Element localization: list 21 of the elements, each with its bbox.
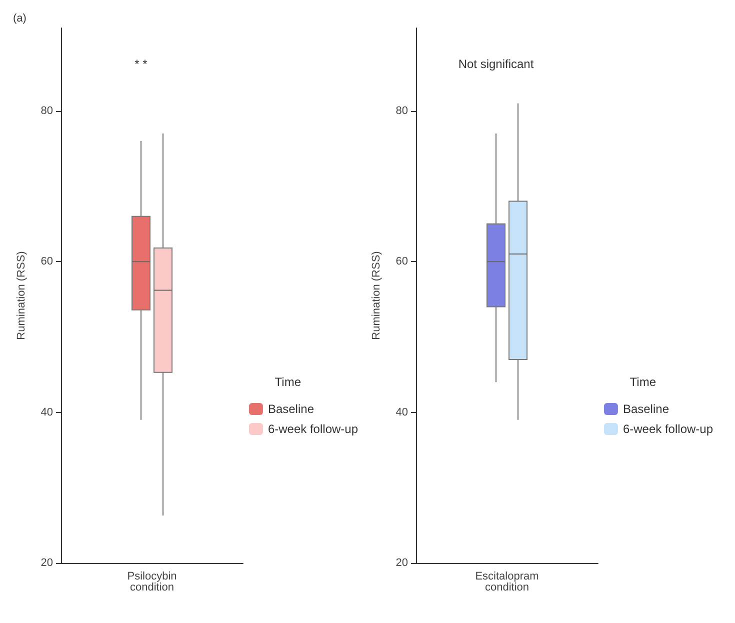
annotation: Not significant: [458, 57, 534, 71]
text: (a): [13, 12, 26, 24]
y-tick-label: 60: [396, 256, 408, 268]
y-axis-title: Rumination (RSS): [370, 251, 382, 340]
x-tick-label: Escitalopram condition: [475, 570, 539, 594]
y-tick-label: 40: [396, 406, 408, 418]
y-axis-title: Rumination (RSS): [16, 251, 28, 340]
legend-label: 6-week follow-up: [268, 422, 358, 436]
y-tick-label: 80: [40, 104, 53, 117]
legend-label: Baseline: [622, 402, 670, 416]
y-tick-label: 60: [40, 256, 53, 268]
legend-title: Time: [630, 375, 656, 389]
x-tick-label: Psilocybin condition: [127, 570, 177, 594]
legend-label: Baseline: [268, 402, 314, 416]
legend-label: 6-week follow-up: [622, 422, 714, 436]
y-tick-label: 40: [40, 406, 53, 418]
legend-title: Time: [274, 375, 302, 389]
y-tick-label: 80: [396, 104, 408, 117]
y-tick-label: 20: [40, 557, 53, 569]
annotation: * *: [134, 57, 148, 71]
y-tick-label: 20: [396, 557, 408, 569]
